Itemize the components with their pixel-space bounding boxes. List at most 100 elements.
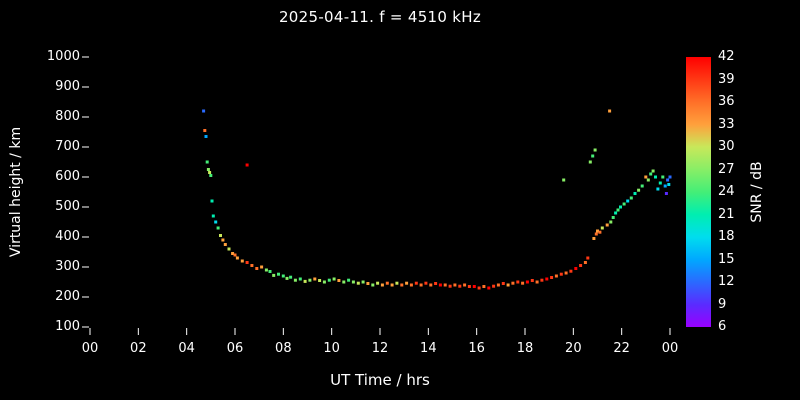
scatter-point (209, 174, 213, 177)
scatter-point (366, 282, 370, 285)
scatter-point (438, 283, 442, 287)
scatter-point (574, 267, 578, 270)
y-tick-label: 300 (55, 259, 80, 274)
scatter-point (313, 277, 317, 281)
scatter-point (448, 284, 452, 288)
scatter-point (327, 278, 331, 282)
y-tick-label: 900 (55, 79, 80, 94)
scatter-point (453, 283, 457, 287)
scatter-point (233, 253, 237, 257)
scatter-point (458, 284, 462, 288)
colorbar-tick-label: 42 (718, 49, 735, 64)
scatter-point (240, 259, 244, 263)
scatter-point (337, 279, 341, 282)
scatter-point (661, 175, 665, 179)
scatter-point (663, 184, 667, 188)
scatter-point (245, 163, 249, 167)
scatter-point (298, 277, 302, 281)
scatter-point (318, 279, 322, 282)
scatter-point (347, 278, 351, 282)
scatter-point (622, 202, 626, 206)
scatter-point (594, 232, 598, 236)
scatter-point (619, 205, 622, 209)
scatter-point (281, 274, 285, 278)
scatter-point (395, 281, 399, 285)
x-tick-label: 08 (275, 341, 292, 356)
scatter-point (264, 268, 268, 272)
scatter-point (637, 188, 641, 192)
colorbar-tick-label: 30 (718, 139, 735, 154)
scatter-point (521, 281, 525, 285)
scatter-point (268, 270, 272, 273)
scatter-point (376, 281, 380, 285)
scatter-point (616, 208, 620, 212)
scatter-point (525, 280, 529, 284)
scatter-point (477, 286, 481, 290)
scatter-point (203, 129, 207, 132)
scatter-point (506, 283, 510, 287)
scatter-point (559, 272, 563, 276)
scatter-point (255, 267, 259, 270)
scatter-point (390, 283, 394, 287)
scatter-point (496, 283, 500, 287)
scatter-point (482, 285, 486, 288)
scatter-point (424, 281, 428, 285)
x-tick-label: 10 (323, 341, 340, 356)
scatter-point (400, 283, 404, 287)
scatter-point (501, 282, 505, 285)
scatter-point (210, 199, 214, 203)
scatter-point (204, 135, 208, 138)
scatter-point (214, 220, 218, 224)
scatter-point (371, 283, 375, 287)
colorbar-tick-label: 39 (718, 71, 735, 87)
scatter-point (303, 279, 307, 283)
scatter-point (596, 229, 599, 233)
scatter-point (492, 284, 496, 288)
scatter-point (277, 272, 280, 276)
scatter-point (227, 247, 231, 251)
scatter-point (205, 160, 209, 164)
scatter-point (646, 178, 650, 182)
colorbar-tick-label: 6 (718, 319, 727, 334)
scatter-point (598, 230, 602, 234)
x-tick-label: 12 (371, 341, 389, 356)
scatter-point (658, 181, 662, 185)
scatter-point (351, 280, 355, 284)
scatter-point (380, 283, 384, 287)
scatter-point (611, 216, 615, 219)
x-axis-label: UT Time / hrs (330, 371, 430, 389)
scatter-point (608, 109, 612, 113)
scatter-point (545, 277, 549, 281)
x-tick-label: 14 (420, 341, 437, 356)
scatter-point (235, 256, 239, 260)
scatter-point (487, 286, 491, 290)
scatter-point (626, 199, 630, 203)
scatter-point (361, 280, 365, 284)
colorbar-tick-label: 15 (718, 251, 735, 267)
scatter-point (409, 283, 413, 287)
scatter-point (245, 261, 249, 264)
scatter-point (564, 271, 568, 275)
colorbar-tick-label: 18 (718, 229, 735, 244)
scatter-point (588, 160, 592, 164)
scatter-point (467, 285, 471, 288)
y-tick-label: 200 (55, 289, 80, 304)
colorbar-tick-label: 12 (718, 274, 735, 289)
scatter-point (223, 243, 227, 246)
scatter-point (540, 278, 544, 282)
scatter-point (250, 264, 254, 267)
y-tick-label: 400 (55, 229, 80, 244)
x-tick-label: 00 (81, 341, 99, 356)
scatter-point (668, 175, 672, 179)
scatter-point (586, 256, 590, 260)
scatter-point (664, 192, 668, 195)
colorbar-tick-label: 21 (718, 206, 735, 222)
scatter-point (530, 279, 534, 282)
scatter-point (342, 280, 346, 284)
scatter-point (221, 238, 225, 242)
y-tick-label: 100 (55, 319, 80, 334)
scatter-point (322, 280, 326, 284)
scatter-point (272, 273, 276, 277)
y-tick-label: 500 (55, 199, 80, 214)
x-tick-label: 22 (613, 341, 630, 356)
